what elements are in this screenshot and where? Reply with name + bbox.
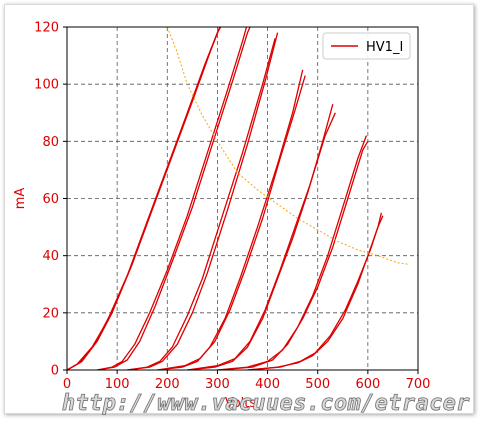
curves bbox=[67, 27, 384, 370]
x-tick-label: 300 bbox=[205, 377, 230, 392]
y-tick-label: 20 bbox=[42, 306, 59, 321]
x-tick-label: 0 bbox=[63, 377, 71, 392]
y-axis-label: mA bbox=[13, 188, 28, 210]
grid bbox=[67, 27, 418, 370]
plate-curve-7 bbox=[127, 32, 279, 370]
y-tick-label: 120 bbox=[34, 21, 59, 36]
x-tick-label: 200 bbox=[155, 377, 180, 392]
x-axis-label: Volts bbox=[225, 396, 257, 411]
plate-curve-6 bbox=[127, 38, 276, 370]
y-tick-label: 100 bbox=[34, 78, 59, 93]
plate-curve-4 bbox=[96, 27, 248, 370]
plate-curve-8 bbox=[157, 69, 304, 370]
plate-curve-9 bbox=[157, 75, 306, 370]
x-tick-label: 600 bbox=[355, 377, 380, 392]
x-tick-label: 500 bbox=[305, 377, 330, 392]
x-tick-label: 100 bbox=[105, 377, 130, 392]
legend: HV1_I bbox=[322, 32, 411, 60]
load-line bbox=[166, 27, 409, 265]
legend-label: HV1_I bbox=[366, 40, 403, 55]
load-line-group bbox=[166, 27, 409, 265]
x-tick-label: 400 bbox=[255, 377, 280, 392]
plate-curve-5 bbox=[96, 27, 251, 370]
y-tick-label: 80 bbox=[42, 135, 59, 150]
plate-curve-15 bbox=[247, 215, 384, 370]
y-tick-label: 40 bbox=[42, 249, 59, 264]
watermark: http://www.vacuues.com/etracer bbox=[62, 391, 470, 416]
tick-labels: 0 100 200 300 400 500 600 700 0 20 40 60 80 100 120 bbox=[34, 21, 430, 393]
plate-curve-12 bbox=[217, 135, 368, 370]
ticks bbox=[63, 26, 419, 374]
plate-curve-11 bbox=[187, 112, 336, 370]
y-tick-label: 0 bbox=[51, 364, 59, 379]
chart-frame bbox=[4, 4, 474, 414]
legend-box bbox=[322, 32, 411, 60]
plate-curve-13 bbox=[217, 140, 369, 370]
plate-curve-2 bbox=[67, 27, 221, 370]
y-tick-label: 60 bbox=[42, 192, 59, 207]
plate-curve-10 bbox=[187, 104, 334, 370]
plate-curve-1 bbox=[67, 27, 221, 370]
x-tick-label: 700 bbox=[406, 377, 431, 392]
plate-curve-3 bbox=[67, 27, 222, 370]
